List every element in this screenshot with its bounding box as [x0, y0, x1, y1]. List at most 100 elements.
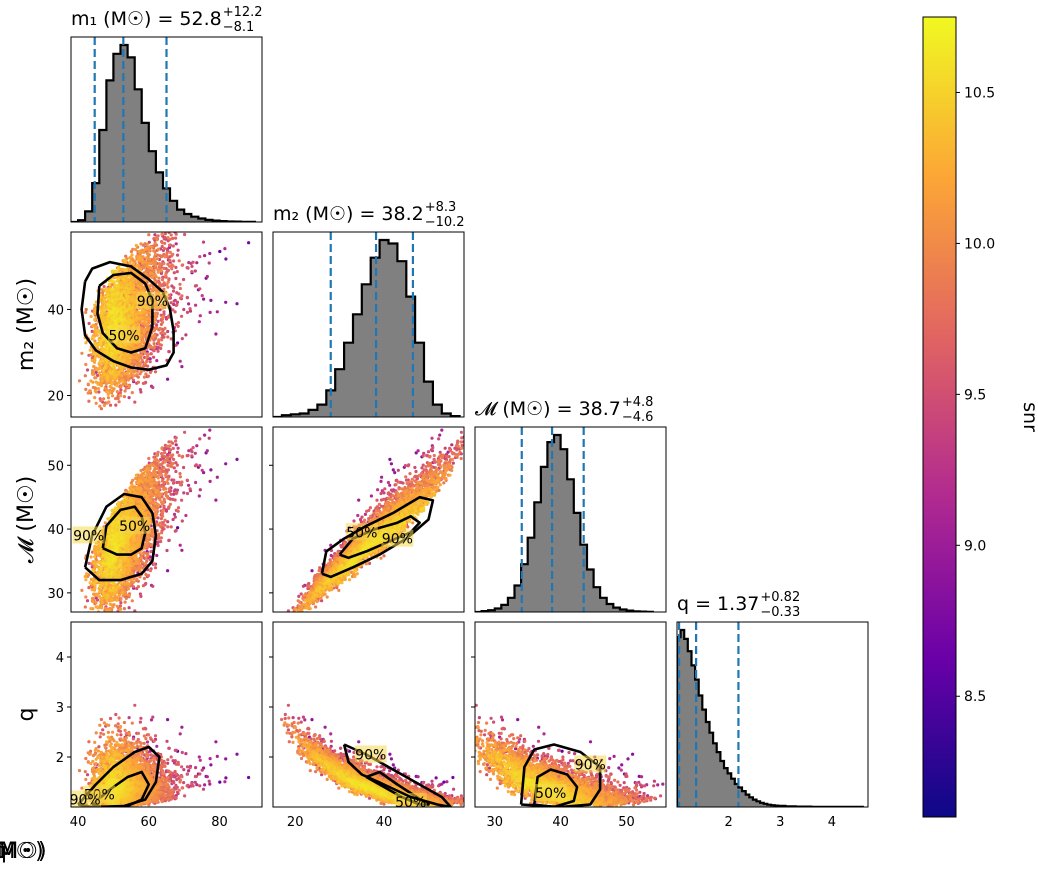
scatter-point	[172, 259, 176, 263]
scatter-point	[85, 368, 90, 372]
scatter-point	[143, 327, 147, 331]
scatter-point	[124, 259, 128, 263]
scatter-point	[149, 463, 153, 467]
scatter-point	[157, 486, 161, 490]
scatter-point	[180, 455, 184, 459]
scatter-panel-m1-mc: 50%90%	[72, 423, 239, 629]
scatter-point	[156, 349, 160, 353]
scatter-point	[178, 472, 182, 476]
scatter-point	[247, 241, 251, 245]
scatter-point	[149, 283, 153, 287]
scatter-point	[110, 299, 114, 303]
scatter-point	[112, 308, 116, 312]
scatter-point	[188, 309, 193, 313]
scatter-point	[133, 476, 138, 481]
scatter-point	[149, 244, 153, 249]
scatter-point	[107, 615, 110, 618]
scatter-point	[112, 301, 116, 305]
scatter-point	[161, 330, 165, 334]
scatter-point	[96, 387, 101, 391]
scatter-point	[161, 514, 165, 518]
scatter-point	[143, 562, 147, 566]
scatter-point	[218, 249, 222, 254]
scatter-point	[116, 291, 120, 296]
scatter-point	[174, 276, 178, 281]
contour-50pct	[96, 271, 154, 354]
scatter-point	[148, 513, 152, 518]
scatter-point	[146, 265, 150, 269]
scatter-point	[224, 423, 227, 426]
scatter-point	[103, 626, 106, 629]
scatter-point	[147, 261, 151, 265]
scatter-point	[124, 254, 128, 258]
scatter-point	[102, 284, 106, 289]
scatter-point	[144, 269, 148, 273]
scatter-point	[166, 506, 171, 510]
scatter-point	[155, 553, 159, 558]
scatter-point	[100, 375, 104, 379]
scatter-point	[175, 270, 179, 274]
histogram-fill	[71, 45, 255, 222]
scatter-point	[105, 374, 110, 378]
scatter-point	[169, 337, 173, 341]
scatter-point	[163, 518, 167, 522]
scatter-point	[113, 322, 117, 327]
scatter-point	[83, 605, 87, 609]
scatter-point	[135, 577, 139, 582]
scatter-point	[159, 462, 163, 467]
scatter-point	[147, 248, 151, 252]
scatter-point	[150, 481, 154, 485]
scatter-point	[184, 333, 188, 337]
scatter-point	[92, 592, 96, 596]
scatter-point	[99, 384, 103, 388]
scatter-point	[140, 344, 144, 348]
scatter-point	[159, 346, 163, 351]
scatter-point	[161, 320, 165, 324]
scatter-point	[137, 250, 141, 254]
scatter-point	[166, 520, 170, 524]
scatter-point	[157, 338, 161, 342]
scatter-point	[166, 496, 170, 500]
scatter-point	[141, 381, 145, 385]
scatter-point	[118, 607, 122, 611]
scatter-point	[106, 293, 110, 297]
scatter-point	[200, 294, 204, 298]
scatter-point	[91, 324, 95, 328]
scatter-point	[173, 515, 177, 519]
scatter-point	[98, 603, 103, 608]
scatter-point	[131, 346, 135, 350]
scatter-point	[152, 273, 156, 277]
scatter-point	[136, 585, 140, 589]
scatter-point	[133, 400, 137, 404]
scatter-point	[152, 345, 156, 349]
scatter-point	[118, 393, 122, 397]
scatter-point	[155, 326, 159, 330]
scatter-point	[134, 346, 138, 350]
scatter-point	[128, 281, 132, 285]
scatter-point	[139, 370, 143, 374]
scatter-point	[141, 584, 145, 588]
scatter-point	[115, 283, 119, 287]
scatter-point	[166, 329, 170, 334]
scatter-point	[99, 339, 103, 343]
scatter-point	[130, 313, 135, 318]
scatter-point	[150, 484, 154, 488]
scatter-point	[84, 387, 88, 391]
scatter-point	[127, 314, 131, 318]
scatter-point	[109, 623, 112, 626]
scatter-point	[136, 375, 140, 379]
scatter-point	[111, 269, 115, 273]
scatter-point	[194, 284, 198, 288]
scatter-point	[178, 296, 183, 300]
scatter-point	[171, 252, 175, 256]
scatter-point	[175, 488, 180, 492]
scatter-point	[139, 311, 143, 315]
scatter-point	[159, 269, 163, 273]
scatter-point	[140, 315, 144, 319]
scatter-point	[209, 298, 213, 302]
scatter-point	[114, 313, 118, 317]
scatter-point	[172, 466, 176, 470]
scatter-point	[182, 307, 186, 312]
scatter-point	[112, 373, 116, 377]
scatter-point	[138, 256, 142, 260]
